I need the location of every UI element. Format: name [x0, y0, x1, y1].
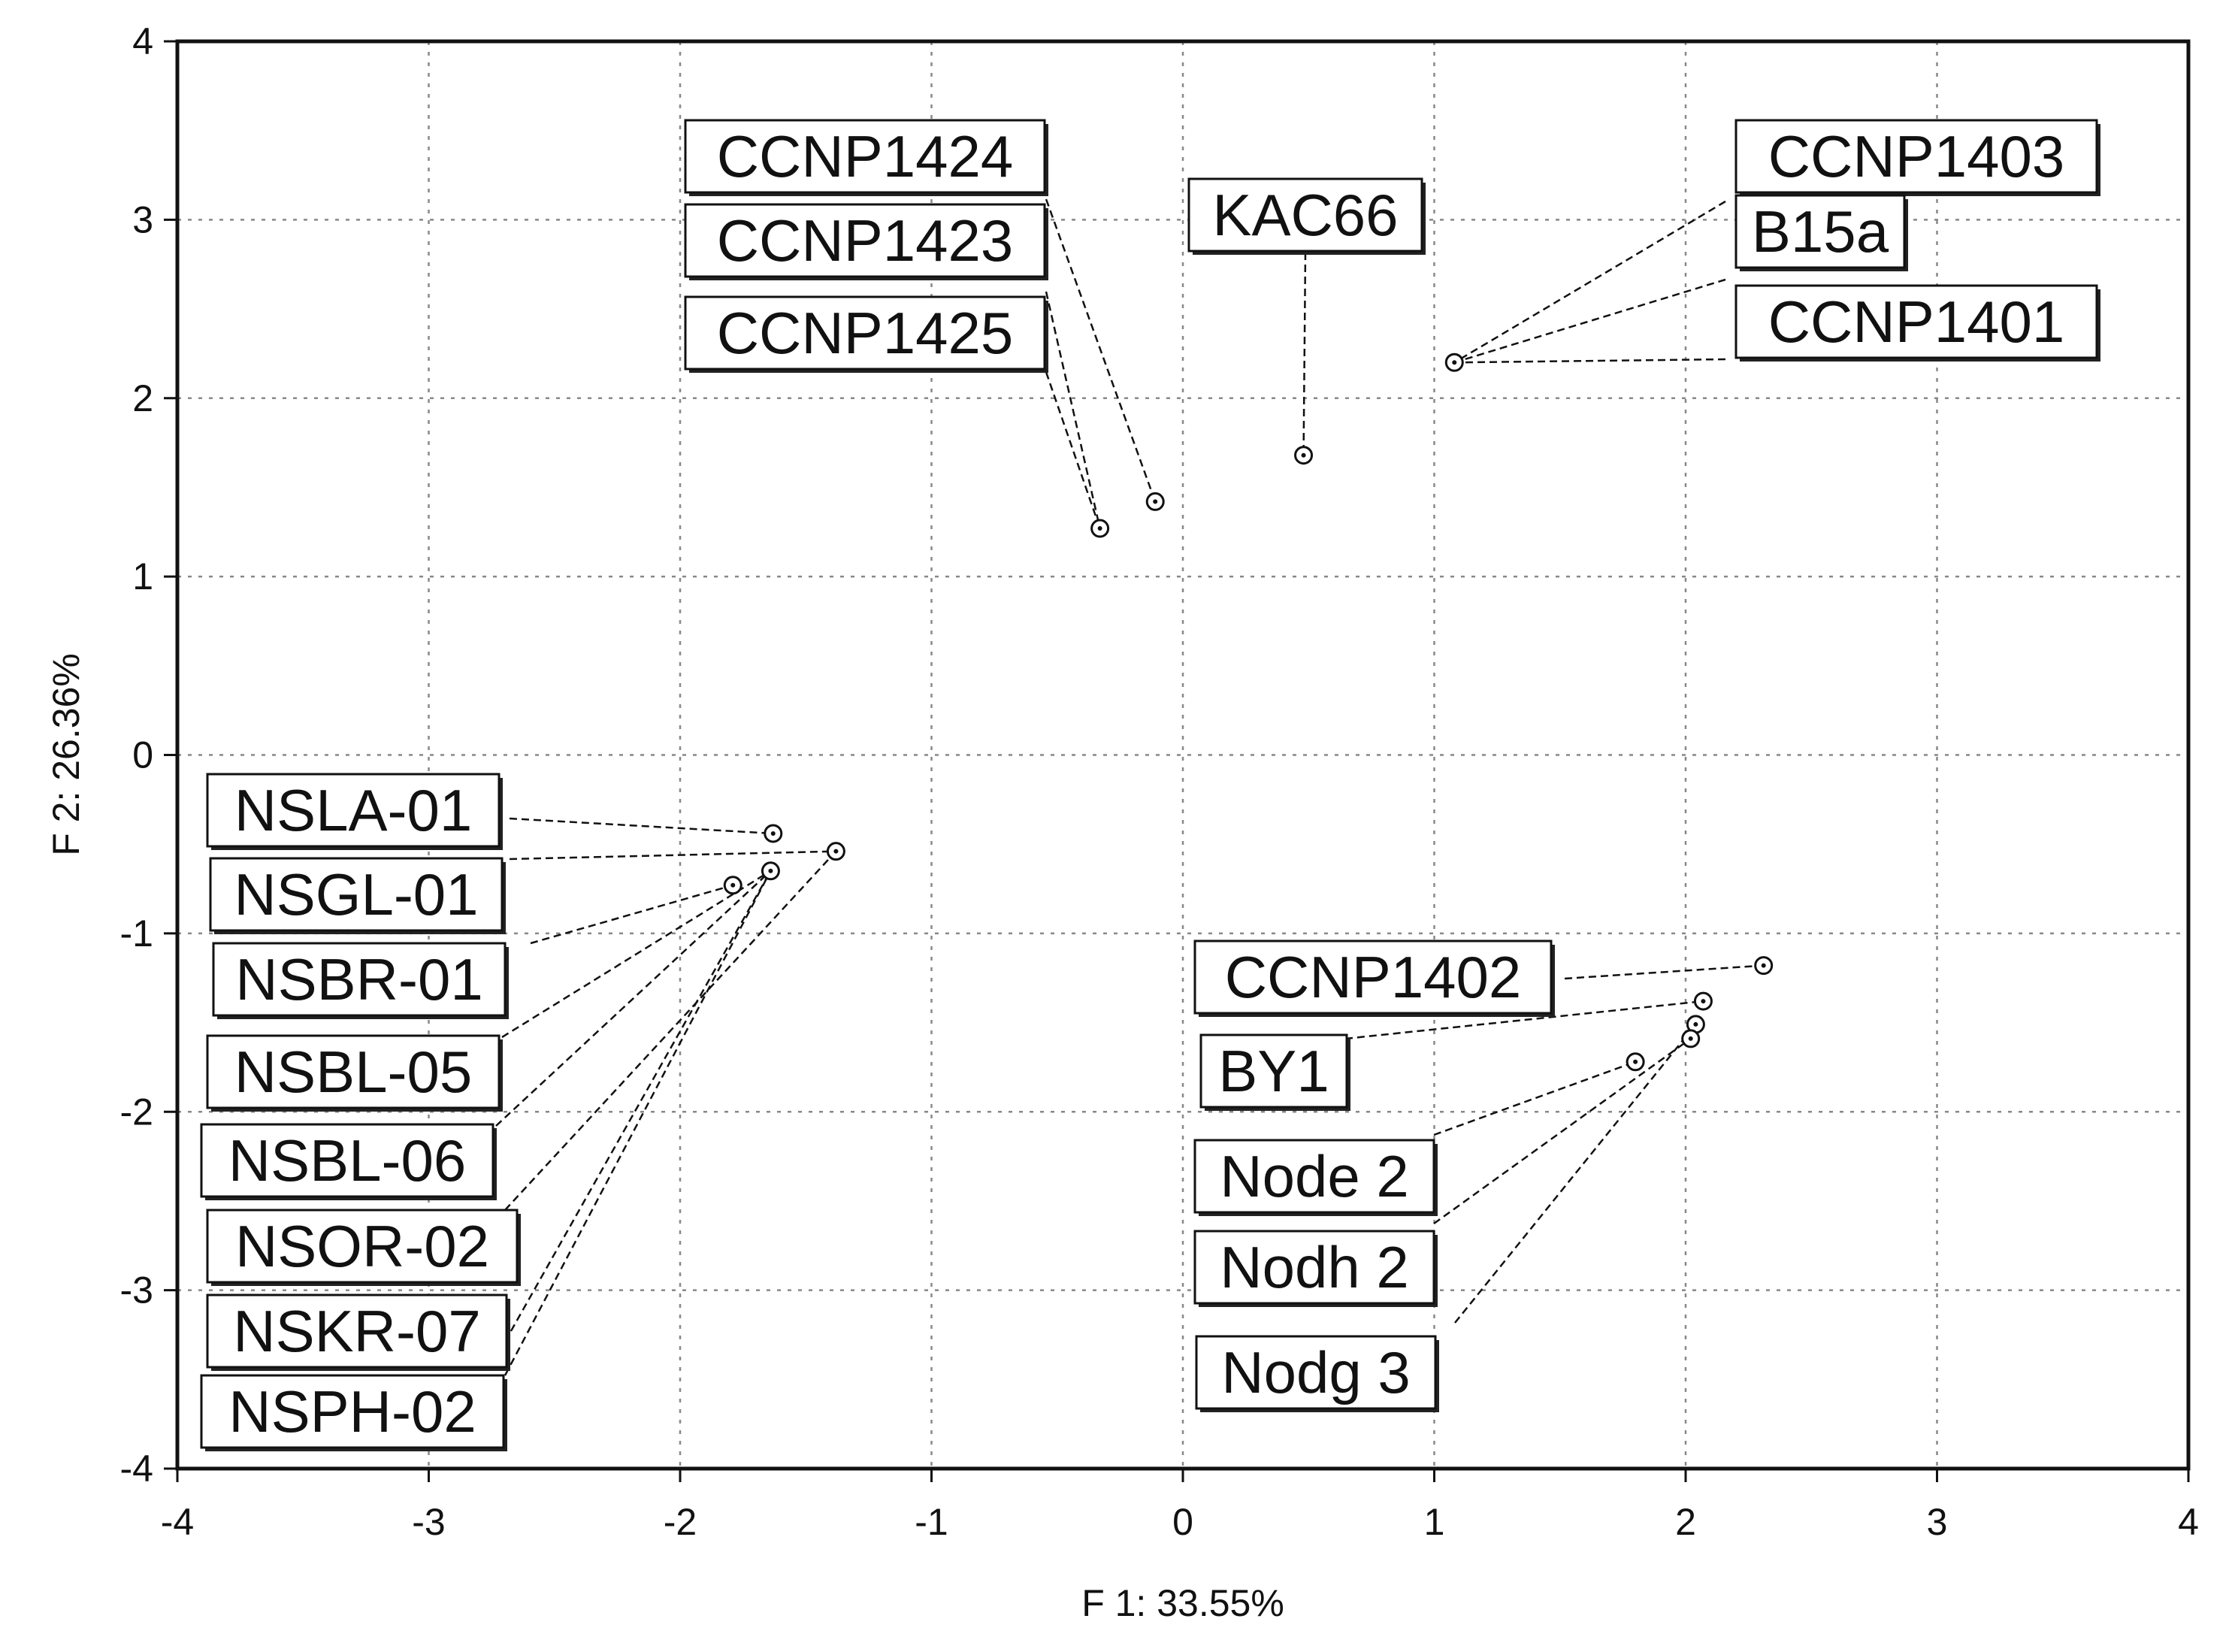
point-label: Nodh 2 — [1220, 1234, 1409, 1300]
label-box — [206, 1293, 508, 1369]
leader-line — [504, 870, 772, 1376]
label-box — [200, 1123, 494, 1198]
leader-line — [504, 870, 772, 1342]
label-box — [1734, 284, 2098, 359]
y-tick-label: 3 — [132, 198, 153, 241]
data-point-center — [1452, 360, 1457, 365]
label-box — [1193, 1139, 1435, 1214]
point-label: CCNP1401 — [1768, 289, 2065, 355]
leader-line — [501, 870, 772, 1039]
label-box — [206, 1034, 501, 1109]
label-box — [206, 1209, 519, 1284]
point-label: NSLA-01 — [234, 777, 473, 843]
y-axis-title: F 2: 26.36% — [45, 653, 87, 856]
label-box — [209, 857, 504, 932]
data-point-center — [1097, 526, 1102, 531]
x-tick-label: -3 — [412, 1501, 445, 1543]
y-tick-label: 0 — [132, 734, 153, 776]
data-point-center — [1688, 1036, 1693, 1041]
label-box — [1734, 194, 1906, 269]
x-tick-label: -1 — [915, 1501, 948, 1543]
label-box — [200, 1374, 505, 1449]
label-box — [1734, 119, 2098, 194]
x-tick-label: 1 — [1424, 1501, 1445, 1543]
leader-line — [509, 850, 836, 861]
x-tick-label: 2 — [1675, 1501, 1696, 1543]
point-label: CCNP1402 — [1225, 944, 1522, 1010]
x-tick-label: -4 — [161, 1501, 194, 1543]
leader-line — [504, 850, 837, 1211]
label-box — [1193, 939, 1553, 1015]
data-point-center — [730, 882, 736, 888]
y-tick-label: -4 — [120, 1448, 153, 1490]
x-tick-label: 0 — [1172, 1501, 1193, 1543]
data-point-center — [1301, 452, 1306, 458]
point-label: Nodg 3 — [1221, 1339, 1411, 1405]
leader-line — [1453, 200, 1726, 364]
data-point-center — [770, 831, 776, 836]
axis-ticks: -4 -3 -2 -1 0 1 2 3 4 4 3 2 1 0 -1 -2 -3 -4 — [120, 20, 2199, 1543]
leader-line — [1454, 1024, 1697, 1324]
data-point-center — [1633, 1059, 1638, 1064]
point-label: NSPH-02 — [228, 1378, 476, 1445]
point-label: NSKR-07 — [233, 1298, 480, 1364]
x-tick-label: -2 — [664, 1501, 697, 1543]
x-tick-label: 4 — [2178, 1501, 2199, 1543]
leader-line — [1433, 1060, 1636, 1136]
point-label: Node 2 — [1220, 1143, 1409, 1209]
point-label: NSBL-06 — [228, 1127, 467, 1194]
leader-line — [1045, 371, 1101, 529]
data-point-center — [833, 849, 839, 854]
point-label: NSOR-02 — [235, 1213, 489, 1279]
data-point-center — [1701, 999, 1706, 1004]
y-tick-label: -3 — [120, 1269, 153, 1312]
label-box — [684, 295, 1046, 371]
point-label: NSBR-01 — [235, 946, 482, 1012]
leader-line — [530, 884, 733, 945]
leader-line — [1045, 291, 1101, 529]
point-label: CCNP1403 — [1768, 123, 2065, 189]
data-point-center — [768, 868, 773, 873]
leader-line — [1045, 198, 1157, 502]
leader-line — [509, 817, 773, 835]
label-box — [684, 203, 1046, 278]
leader-line — [1302, 252, 1307, 455]
label-box — [1199, 1033, 1348, 1109]
point-label: BY1 — [1218, 1038, 1329, 1104]
point-label: CCNP1425 — [717, 300, 1014, 366]
data-point-center — [1153, 499, 1158, 504]
leader-line — [1564, 964, 1764, 980]
point-labels: CCNP1424 CCNP1423 CCNP1425 KAC66 CCNP1403 B15… — [200, 119, 2100, 1451]
label-box — [1193, 1230, 1435, 1305]
point-label: NSGL-01 — [234, 861, 478, 927]
leader-line — [495, 870, 772, 1127]
point-label: CCNP1423 — [717, 207, 1014, 274]
label-box — [206, 773, 501, 848]
y-tick-label: 4 — [132, 20, 153, 62]
y-tick-label: 2 — [132, 377, 153, 419]
point-label: KAC66 — [1212, 182, 1398, 248]
y-tick-label: -2 — [120, 1091, 153, 1133]
leader-lines — [495, 198, 1764, 1376]
label-box — [1187, 177, 1423, 253]
label-box — [1195, 1335, 1437, 1410]
point-label: CCNP1424 — [717, 123, 1014, 189]
data-point-center — [1693, 1021, 1698, 1027]
data-points — [723, 352, 1774, 1072]
leader-line — [1433, 1037, 1692, 1225]
data-point-center — [1761, 963, 1766, 968]
label-box — [684, 119, 1046, 194]
point-label: B15a — [1752, 198, 1889, 265]
x-tick-label: 3 — [1927, 1501, 1948, 1543]
y-tick-label: 1 — [132, 555, 153, 598]
label-box — [212, 942, 507, 1017]
point-label: NSBL-05 — [234, 1039, 473, 1105]
leader-line — [1454, 358, 1726, 364]
y-tick-label: -1 — [120, 912, 153, 955]
x-axis-title: F 1: 33.55% — [1081, 1582, 1284, 1624]
